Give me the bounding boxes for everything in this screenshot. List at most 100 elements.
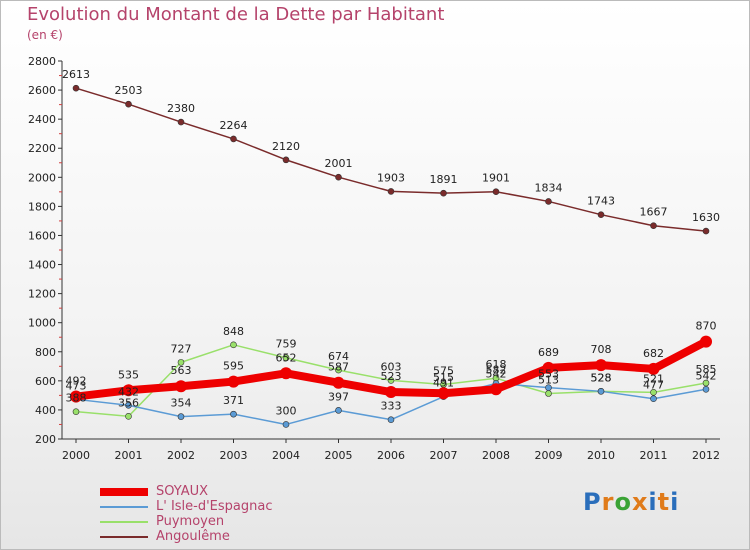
data-label-3: 2264 xyxy=(220,119,248,132)
legend-item-angouleme: Angoulême xyxy=(100,529,400,544)
data-point-2 xyxy=(125,413,132,420)
data-label-3: 1891 xyxy=(430,173,458,186)
data-point-3 xyxy=(282,156,290,164)
data-point-1 xyxy=(545,384,552,391)
data-point-0 xyxy=(595,359,607,372)
data-label-2: 759 xyxy=(276,338,297,351)
data-label-3: 1667 xyxy=(640,206,668,219)
logo-letter: o xyxy=(614,488,632,516)
legend-label-isle-despagnac: L' Isle-d'Espagnac xyxy=(156,499,273,514)
data-point-0 xyxy=(542,361,555,374)
data-label-3: 1630 xyxy=(692,211,720,224)
legend: SOYAUX L' Isle-d'Espagnac Puymoyen Angou… xyxy=(100,484,400,544)
data-label-3: 1901 xyxy=(482,172,510,185)
data-point-1 xyxy=(282,421,290,428)
data-label-2: 528 xyxy=(591,371,612,384)
data-point-2 xyxy=(650,389,657,396)
data-label-2: 585 xyxy=(696,363,717,376)
logo-letter: x xyxy=(631,488,649,516)
x-tick-label: 2005 xyxy=(325,449,353,462)
data-point-0 xyxy=(227,375,240,388)
data-label-3: 2380 xyxy=(167,102,195,115)
data-label-1: 300 xyxy=(276,404,297,417)
data-point-1 xyxy=(597,388,605,395)
data-label-0: 587 xyxy=(328,361,349,374)
data-label-3: 2120 xyxy=(272,140,300,153)
data-point-0 xyxy=(175,380,187,393)
y-tick-label: 800 xyxy=(35,346,56,359)
data-label-1: 491 xyxy=(433,377,454,390)
line-chart: 200 400 600 800 1000 1200 1400 1600 1800 2000 2200… xyxy=(28,55,720,462)
data-point-2 xyxy=(545,390,552,397)
data-point-3 xyxy=(125,100,132,108)
data-label-2: 521 xyxy=(643,372,664,385)
legend-swatch-isle-despagnac xyxy=(100,506,148,508)
data-point-3 xyxy=(597,211,605,218)
logo-letter: t xyxy=(657,488,671,516)
logo-letter: i xyxy=(648,488,658,516)
data-label-0: 523 xyxy=(381,370,402,383)
proxiti-logo: Proxiti xyxy=(583,488,679,516)
data-point-0 xyxy=(70,390,82,403)
y-tick-label: 2400 xyxy=(28,113,56,126)
data-label-0: 652 xyxy=(276,351,297,364)
data-label-2: 603 xyxy=(381,360,402,373)
y-tick-label: 2800 xyxy=(28,55,56,68)
legend-swatch-soyaux xyxy=(100,488,148,496)
legend-swatch-puymoyen xyxy=(100,521,148,523)
data-label-1: 582 xyxy=(486,363,507,376)
data-label-2: 848 xyxy=(223,325,244,338)
data-point-2 xyxy=(177,359,185,366)
legend-item-isle-despagnac: L' Isle-d'Espagnac xyxy=(100,499,400,514)
logo-letter: P xyxy=(583,488,602,516)
data-label-3: 1743 xyxy=(587,195,615,208)
data-point-0 xyxy=(490,383,502,396)
data-point-1 xyxy=(177,413,185,420)
data-label-1: 354 xyxy=(171,397,192,410)
data-label-2: 575 xyxy=(433,364,454,377)
x-tick-label: 2008 xyxy=(482,449,510,462)
y-tick-label: 1000 xyxy=(28,317,56,330)
data-label-1: 542 xyxy=(696,369,717,382)
data-point-3 xyxy=(387,188,395,195)
data-label-1: 371 xyxy=(223,394,244,407)
chart-title: Evolution du Montant de la Dette par Hab… xyxy=(27,4,445,25)
data-point-2 xyxy=(72,408,80,415)
data-label-1: 528 xyxy=(591,371,612,384)
x-tick-label: 2007 xyxy=(430,449,458,462)
data-point-3 xyxy=(72,84,80,92)
y-tick-label: 1200 xyxy=(28,288,56,301)
y-tick-label: 400 xyxy=(35,404,56,417)
data-label-0: 563 xyxy=(171,364,192,377)
data-label-2: 388 xyxy=(66,392,87,405)
y-tick-label: 2200 xyxy=(28,142,56,155)
data-point-2 xyxy=(335,366,342,374)
data-label-1: 432 xyxy=(118,385,139,398)
data-label-2: 618 xyxy=(486,358,507,371)
x-tick-label: 2010 xyxy=(587,449,615,462)
data-label-3: 1903 xyxy=(377,171,405,184)
chart-subtitle: (en €) xyxy=(27,28,63,42)
data-point-0 xyxy=(437,387,450,400)
data-point-0 xyxy=(700,335,712,348)
legend-item-puymoyen: Puymoyen xyxy=(100,514,400,529)
data-point-3 xyxy=(440,189,447,197)
legend-item-soyaux: SOYAUX xyxy=(100,484,400,499)
data-point-2 xyxy=(387,377,395,384)
data-point-1 xyxy=(335,407,342,414)
data-label-1: 477 xyxy=(643,379,664,392)
data-label-2: 674 xyxy=(328,350,349,363)
data-label-0: 535 xyxy=(118,368,139,381)
data-point-1 xyxy=(702,385,710,393)
data-label-1: 333 xyxy=(381,400,402,413)
data-point-1 xyxy=(125,401,132,409)
data-point-0 xyxy=(122,384,135,397)
data-label-3: 2613 xyxy=(62,68,90,81)
x-tick-label: 2012 xyxy=(692,449,720,462)
data-label-1: 553 xyxy=(538,368,559,381)
data-point-3 xyxy=(545,198,552,205)
data-label-2: 727 xyxy=(171,342,192,355)
legend-label-soyaux: SOYAUX xyxy=(156,484,209,499)
data-label-0: 542 xyxy=(486,367,507,380)
data-point-3 xyxy=(650,222,657,230)
